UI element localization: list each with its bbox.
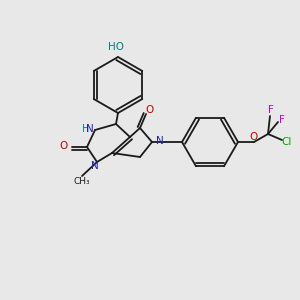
Text: Cl: Cl <box>282 137 292 147</box>
Text: N: N <box>156 136 164 146</box>
Text: HO: HO <box>108 42 124 52</box>
Text: N: N <box>86 124 94 134</box>
Text: CH₃: CH₃ <box>74 176 90 185</box>
Text: O: O <box>60 141 68 151</box>
Text: N: N <box>91 161 99 171</box>
Text: H: H <box>82 124 89 134</box>
Text: O: O <box>250 132 258 142</box>
Text: O: O <box>145 105 153 115</box>
Text: F: F <box>268 105 274 115</box>
Text: F: F <box>279 115 285 125</box>
